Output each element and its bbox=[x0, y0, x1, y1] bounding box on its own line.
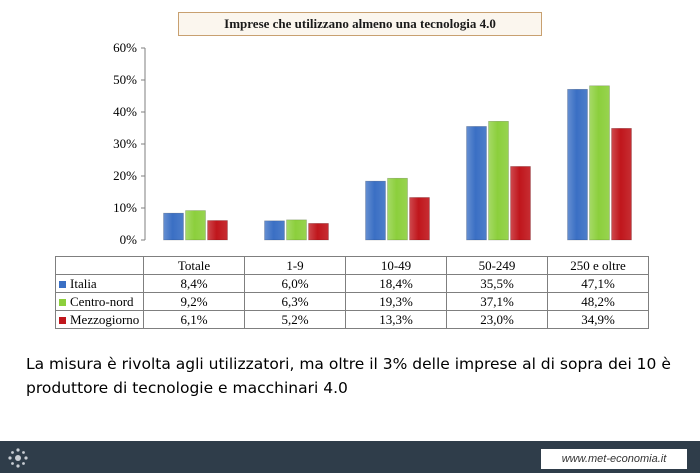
category-label: 50-249 bbox=[446, 256, 548, 275]
y-tick-label: 10% bbox=[113, 200, 137, 215]
series-name: Mezzogiorno bbox=[70, 311, 140, 327]
table-row: Centro-nord 9,2% 6,3% 19,3% 37,1% 48,2% bbox=[55, 292, 649, 311]
legend-swatch bbox=[59, 316, 66, 324]
bar-mezzogiorno bbox=[308, 223, 329, 241]
bar-centro-nord bbox=[488, 120, 509, 241]
data-cell: 47,1% bbox=[547, 274, 649, 293]
legend-blank-cell bbox=[55, 256, 144, 275]
y-tick-label: 50% bbox=[113, 72, 137, 87]
data-cell: 19,3% bbox=[345, 292, 447, 311]
data-cell: 8,4% bbox=[143, 274, 245, 293]
y-tick-label: 60% bbox=[113, 40, 137, 55]
category-label: Totale bbox=[143, 256, 245, 275]
bar-centro-nord bbox=[286, 219, 307, 241]
data-cell: 6,1% bbox=[143, 310, 245, 329]
legend-entry-centro-nord: Centro-nord bbox=[55, 292, 144, 311]
data-cell: 35,5% bbox=[446, 274, 548, 293]
data-cell: 5,2% bbox=[244, 310, 346, 329]
bar-italia bbox=[365, 180, 386, 241]
series-name: Centro-nord bbox=[70, 293, 134, 309]
data-cell: 18,4% bbox=[345, 274, 447, 293]
bar-chart: 0% 10% 20% 30% 40% 50% 60% bbox=[113, 40, 632, 247]
site-url: www.met-economia.it bbox=[541, 449, 687, 469]
bar-centro-nord bbox=[185, 210, 206, 241]
category-label: 250 e oltre bbox=[547, 256, 649, 275]
bar-mezzogiorno bbox=[611, 128, 632, 241]
y-tick-label: 40% bbox=[113, 104, 137, 119]
legend-entry-mezzogiorno: Mezzogiorno bbox=[55, 310, 144, 329]
y-tick-label: 30% bbox=[113, 136, 137, 151]
slide-caption: La misura è rivolta agli utilizzatori, m… bbox=[26, 355, 671, 397]
data-cell: 9,2% bbox=[143, 292, 245, 311]
bar-italia bbox=[466, 126, 487, 241]
data-cell: 37,1% bbox=[446, 292, 548, 311]
data-cell: 6,3% bbox=[244, 292, 346, 311]
legend-swatch bbox=[59, 280, 66, 288]
data-cell: 23,0% bbox=[446, 310, 548, 329]
data-cell: 34,9% bbox=[547, 310, 649, 329]
chart-title: Imprese che utilizzano almeno una tecnol… bbox=[178, 12, 542, 36]
y-tick-label: 20% bbox=[113, 168, 137, 183]
y-tick-label: 0% bbox=[120, 232, 138, 247]
table-row: Mezzogiorno 6,1% 5,2% 13,3% 23,0% 34,9% bbox=[55, 310, 649, 329]
logo-icon bbox=[8, 448, 28, 468]
bar-italia bbox=[163, 212, 184, 241]
data-cell: 13,3% bbox=[345, 310, 447, 329]
series-name: Italia bbox=[70, 275, 97, 291]
bar-mezzogiorno bbox=[409, 197, 430, 241]
bar-mezzogiorno bbox=[510, 166, 531, 241]
legend-entry-italia: Italia bbox=[55, 274, 144, 293]
bar-centro-nord bbox=[589, 85, 610, 241]
data-cell: 48,2% bbox=[547, 292, 649, 311]
table-row: Totale 1-9 10-49 50-249 250 e oltre bbox=[55, 256, 649, 275]
bar-centro-nord bbox=[387, 177, 408, 241]
data-table: Totale 1-9 10-49 50-249 250 e oltre Ital… bbox=[55, 256, 649, 329]
category-label: 1-9 bbox=[244, 256, 346, 275]
legend-swatch bbox=[59, 298, 66, 306]
category-label: 10-49 bbox=[345, 256, 447, 275]
table-row: Italia 8,4% 6,0% 18,4% 35,5% 47,1% bbox=[55, 274, 649, 293]
bar-mezzogiorno bbox=[207, 220, 228, 241]
bar-italia bbox=[264, 220, 285, 241]
data-cell: 6,0% bbox=[244, 274, 346, 293]
bar-italia bbox=[567, 88, 588, 241]
